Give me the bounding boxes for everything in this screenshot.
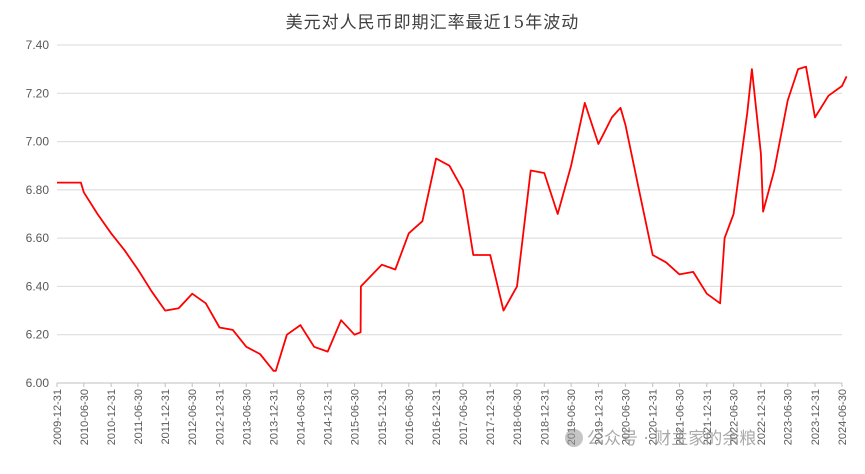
y-tick-label: 6.60 <box>26 231 50 245</box>
x-tick-label: 2011-12-31 <box>160 389 172 444</box>
x-tick-label: 2022-12-31 <box>756 389 768 445</box>
series-line <box>57 65 848 372</box>
x-tick-label: 2013-06-30 <box>241 389 253 445</box>
x-tick-label: 2016-12-31 <box>431 389 443 445</box>
x-tick-label: 2013-12-31 <box>269 389 281 445</box>
x-tick-label: 2019-12-31 <box>593 389 605 445</box>
watermark-text: 公众号 · 财主家的余粮 <box>587 429 757 449</box>
x-tick-label: 2021-12-31 <box>702 389 714 445</box>
x-tick-label: 2015-12-31 <box>377 389 389 445</box>
x-tick-label: 2010-06-30 <box>79 389 91 445</box>
y-tick-label: 7.40 <box>26 38 50 52</box>
x-tick-label: 2011-06-30 <box>133 389 145 444</box>
x-tick-label: 2022-06-30 <box>729 389 741 445</box>
x-tick-label: 2014-06-30 <box>295 389 307 445</box>
x-tick-label: 2012-06-30 <box>187 389 199 445</box>
y-tick-label: 7.00 <box>26 135 50 149</box>
x-tick-label: 2020-06-30 <box>620 389 632 445</box>
x-tick-label: 2015-06-30 <box>350 389 362 445</box>
x-tick-label: 2023-12-31 <box>810 389 822 445</box>
x-tick-label: 2018-06-30 <box>512 389 524 445</box>
y-tick-label: 7.20 <box>26 86 50 100</box>
y-tick-label: 6.20 <box>26 328 50 342</box>
watermark: 公众号 · 财主家的余粮 <box>565 424 756 449</box>
x-tick-label: 2010-12-31 <box>106 389 118 445</box>
x-tick-label: 2021-06-30 <box>675 389 687 445</box>
x-tick-label: 2017-12-31 <box>485 389 497 445</box>
x-tick-label: 2012-12-31 <box>214 389 226 445</box>
x-tick-label: 2024-06-30 <box>837 389 849 445</box>
chart-title: 美元对人民币即期汇率最近15年波动 <box>285 13 580 33</box>
x-tick-label: 2023-06-30 <box>783 389 795 445</box>
x-tick-label: 2009-12-31 <box>52 389 64 445</box>
y-tick-label: 6.80 <box>26 183 50 197</box>
x-tick-label: 2016-06-30 <box>404 389 416 445</box>
x-tick-label: 2020-12-31 <box>648 389 660 445</box>
x-tick-label: 2018-12-31 <box>539 389 551 445</box>
y-tick-label: 6.00 <box>26 376 50 390</box>
x-tick-label: 2017-06-30 <box>458 389 470 445</box>
x-tick-label: 2014-12-31 <box>323 389 335 445</box>
y-tick-label: 6.40 <box>26 279 50 293</box>
wechat-icon <box>565 429 583 447</box>
